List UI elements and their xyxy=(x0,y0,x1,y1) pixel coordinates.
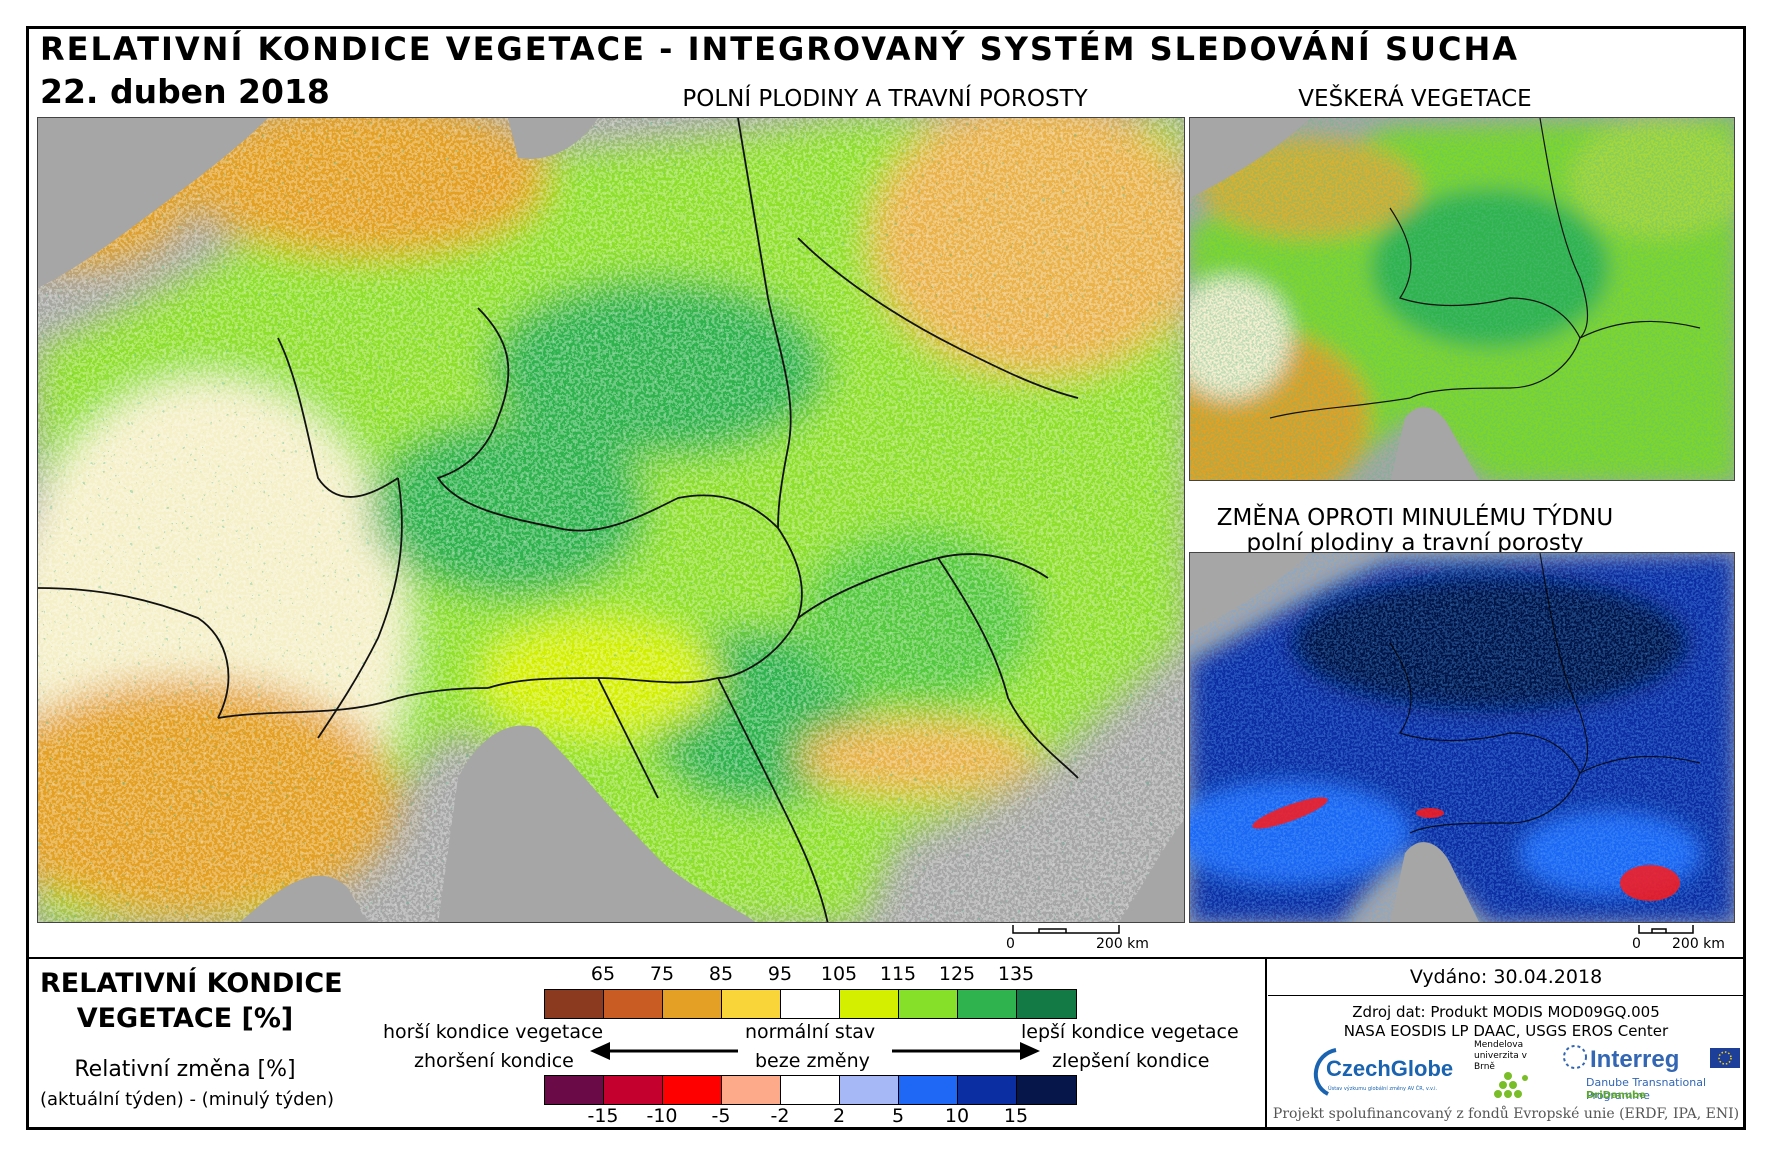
mendelu-logo: Mendelova univerzita v Brně xyxy=(1474,1040,1554,1100)
vegetation-map-canvas xyxy=(1190,118,1734,480)
main-scalebar-zero: 0 xyxy=(1006,936,1015,952)
dridanube-name: DriDanube xyxy=(1586,1090,1646,1101)
mendelu-dots-icon xyxy=(1494,1072,1528,1098)
change-swatch xyxy=(1017,1076,1076,1104)
condition-tick-label: 65 xyxy=(590,963,616,985)
adriatic-sea xyxy=(438,725,756,922)
interreg-star-icon xyxy=(1563,1045,1587,1069)
all-vegetation-map xyxy=(1189,117,1735,481)
condition-tick-label: 95 xyxy=(767,963,793,985)
main-map-canvas xyxy=(38,118,1184,922)
condition-tick-label: 125 xyxy=(938,963,976,985)
change-scalebar-graphic xyxy=(1638,925,1694,934)
change-tick-label: 15 xyxy=(1003,1105,1029,1127)
country-borders xyxy=(38,118,1079,922)
condition-swatch xyxy=(545,990,604,1018)
change-swatch xyxy=(781,1076,840,1104)
change-swatch xyxy=(958,1076,1017,1104)
change-scalebar-distance: 200 km xyxy=(1672,936,1725,952)
map-date: 22. duben 2018 xyxy=(40,72,330,111)
data-source-line2: NASA EOSDIS LP DAAC, USGS EROS Center xyxy=(1343,1022,1669,1040)
change-swatch xyxy=(663,1076,722,1104)
czechglobe-swoosh-icon xyxy=(1313,1048,1337,1096)
change-swatch xyxy=(722,1076,781,1104)
info-divider xyxy=(1268,995,1744,996)
no-change-label: beze změny xyxy=(755,1050,870,1072)
eu-flag-icon xyxy=(1710,1048,1740,1068)
worse-change-label: zhoršení kondice xyxy=(414,1050,574,1072)
worse-condition-label: horší kondice vegetace xyxy=(383,1021,604,1043)
legend-title-line2: VEGETACE [%] xyxy=(76,1003,294,1034)
change-swatch xyxy=(604,1076,663,1104)
better-condition-label: lepší kondice vegetace xyxy=(1021,1021,1239,1043)
funding-note: Projekt spolufinancovaný z fondů Evropsk… xyxy=(1272,1106,1740,1122)
issued-date: Vydáno: 30.04.2018 xyxy=(1409,966,1603,988)
legend-title-line1: RELATIVNÍ KONDICE xyxy=(40,968,343,999)
interreg-programme: Danube Transnational Programme xyxy=(1586,1076,1707,1102)
mendelu-name: Mendelova univerzita v Brně xyxy=(1474,1040,1527,1072)
interreg-logo: Interreg Danube Transnational Programme … xyxy=(1560,1040,1744,1104)
main-map-title: POLNÍ PLODINY A TRAVNÍ POROSTY xyxy=(682,86,1088,112)
condition-swatch xyxy=(604,990,663,1018)
change-tick-label: -2 xyxy=(770,1105,790,1127)
arrow-left-icon xyxy=(590,1042,738,1060)
page-title: RELATIVNÍ KONDICE VEGETACE - INTEGROVANÝ… xyxy=(40,30,1520,68)
change-map-canvas xyxy=(1190,553,1734,922)
main-vegetation-map xyxy=(37,117,1185,923)
czechglobe-logo: CzechGlobe Ústav výzkumu globální změny … xyxy=(1306,1044,1456,1100)
change-map-title: ZMĚNA OPROTI MINULÉMU TÝDNU xyxy=(1216,505,1614,531)
condition-swatch xyxy=(958,990,1017,1018)
data-source-line1: Zdroj dat: Produkt MODIS MOD09GQ.005 xyxy=(1352,1003,1660,1021)
black-sea xyxy=(1119,820,1184,922)
north-sea xyxy=(38,118,268,288)
legend-change-definition: (aktuální týden) - (minulý týden) xyxy=(40,1089,335,1110)
czechglobe-name: CzechGlobe xyxy=(1326,1056,1454,1081)
legend-separator xyxy=(26,957,1746,959)
change-color-ramp xyxy=(544,1075,1077,1105)
arrow-right-icon xyxy=(892,1042,1040,1060)
condition-tick-label: 115 xyxy=(879,963,917,985)
vegetation-map-title: VEŠKERÁ VEGETACE xyxy=(1298,86,1532,112)
baltic-sea-west xyxy=(508,118,598,159)
decline-patches xyxy=(1252,797,1680,901)
change-swatch xyxy=(545,1076,604,1104)
main-scalebar-graphic xyxy=(1012,925,1120,934)
condition-color-ramp xyxy=(544,989,1077,1019)
texture-green xyxy=(38,118,1184,922)
change-scalebar-zero: 0 xyxy=(1632,936,1641,952)
condition-tick-label: 135 xyxy=(997,963,1035,985)
change-map-subtitle: polní plodiny a travní porosty xyxy=(1246,530,1584,556)
ligurian-sea xyxy=(240,875,367,922)
interreg-name: Interreg xyxy=(1590,1046,1680,1073)
better-change-label: zlepšení kondice xyxy=(1052,1050,1210,1072)
condition-swatch xyxy=(1017,990,1076,1018)
condition-swatch xyxy=(899,990,958,1018)
change-tick-label: 10 xyxy=(944,1105,970,1127)
change-tick-label: -10 xyxy=(646,1105,678,1127)
condition-swatch xyxy=(722,990,781,1018)
condition-swatch xyxy=(840,990,899,1018)
condition-tick-label: 75 xyxy=(649,963,675,985)
info-separator xyxy=(1265,957,1267,1130)
change-tick-label: 5 xyxy=(891,1105,905,1127)
change-tick-label: 2 xyxy=(832,1105,846,1127)
condition-tick-label: 105 xyxy=(820,963,858,985)
normal-label: normální stav xyxy=(745,1021,876,1043)
change-tick-label: -15 xyxy=(587,1105,619,1127)
legend-change-title: Relativní změna [%] xyxy=(74,1057,296,1082)
main-scalebar-distance: 200 km xyxy=(1096,936,1149,952)
condition-swatch xyxy=(663,990,722,1018)
condition-swatch xyxy=(781,990,840,1018)
condition-tick-label: 85 xyxy=(708,963,734,985)
change-swatch xyxy=(840,1076,899,1104)
czechglobe-subtitle: Ústav výzkumu globální změny AV ČR, v.v.… xyxy=(1328,1086,1438,1092)
weekly-change-map xyxy=(1189,552,1735,923)
change-tick-label: -5 xyxy=(711,1105,731,1127)
change-swatch xyxy=(899,1076,958,1104)
figure-frame xyxy=(26,26,1746,1130)
